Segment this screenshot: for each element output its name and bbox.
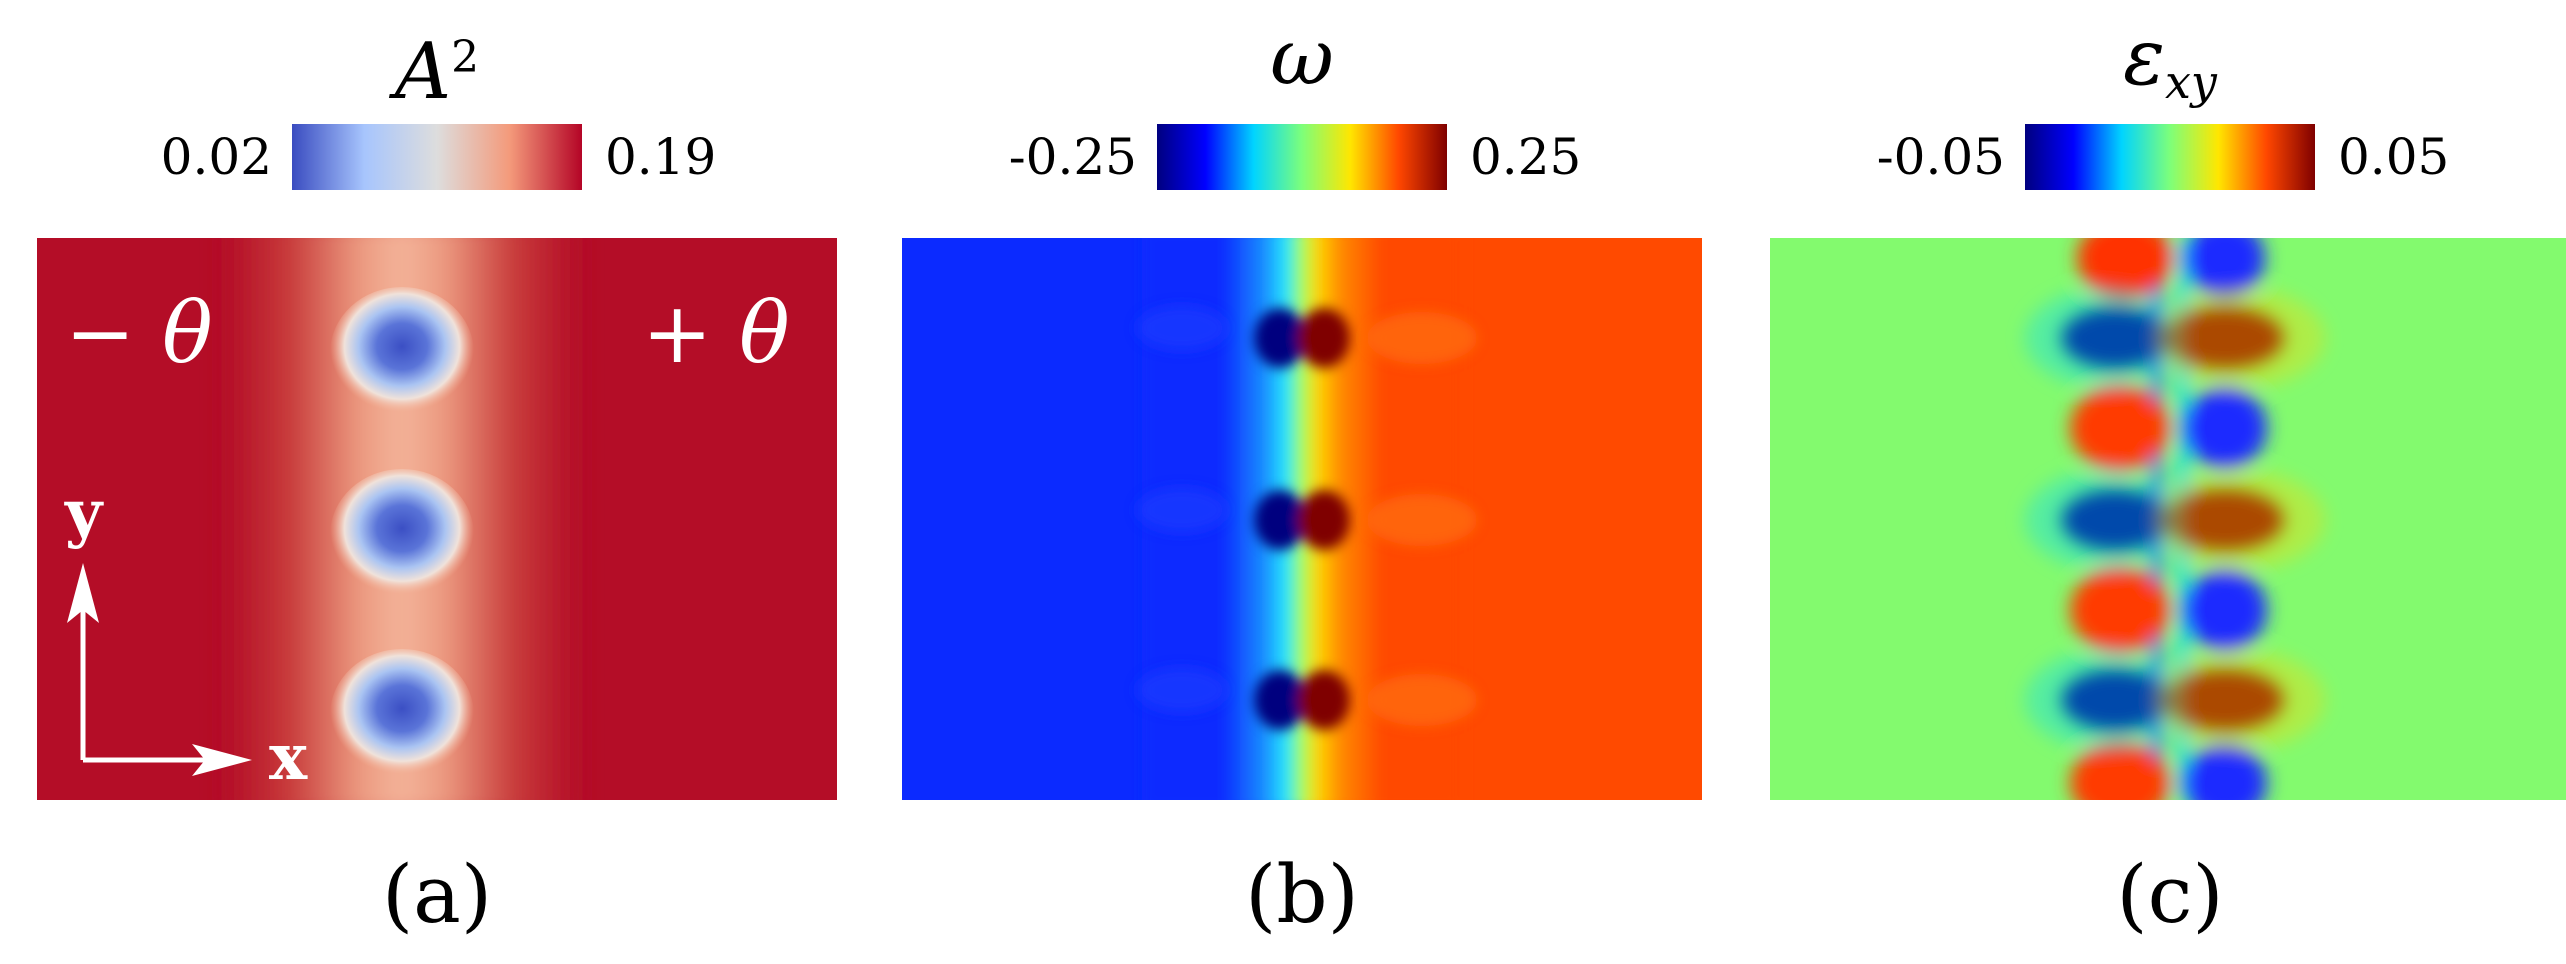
panel-a: A2 0.02 0.19	[37, 0, 837, 964]
field-plot-c	[1770, 238, 2566, 800]
axes-arrows	[67, 563, 252, 776]
colorbar-min-a: 0.02	[160, 128, 272, 186]
colorbar-max-b: 0.25	[1470, 128, 1582, 186]
colorbar-b	[1157, 124, 1447, 190]
panel-label-c: (c)	[2116, 848, 2224, 941]
vorticity-dipoles-b	[1137, 306, 1477, 730]
colorbar-c	[2025, 124, 2315, 190]
colorbar-min-b: -0.25	[1008, 128, 1137, 186]
strain-lobes-c	[2025, 238, 2325, 800]
field-plot-b	[902, 238, 1702, 800]
colorbar-title-a: A2	[394, 27, 480, 117]
left-angle-label: − θ	[65, 284, 213, 382]
panel-b: ω -0.25 0.25	[902, 0, 1702, 964]
colorbar-a	[292, 124, 582, 190]
colorbar-max-a: 0.19	[605, 128, 717, 186]
colorbar-max-c: 0.05	[2338, 128, 2450, 186]
panel-label-a: (a)	[381, 848, 493, 941]
defect-core-a-1	[330, 287, 474, 419]
colorbar-min-c: -0.05	[1876, 128, 2005, 186]
defect-core-a-3	[330, 649, 474, 781]
y-axis-label: y	[65, 476, 103, 551]
colorbar-title-b: ω	[1270, 13, 1334, 103]
colorbar-title-c: εxy	[2123, 13, 2217, 109]
panel-c: εxy -0.05 0.05	[1770, 0, 2566, 964]
panel-label-b: (b)	[1245, 848, 1359, 941]
defect-core-a-2	[330, 469, 474, 601]
field-plot-a: − θ + θ y x	[37, 238, 837, 800]
x-axis-label: x	[269, 720, 308, 795]
right-angle-label: + θ	[642, 284, 790, 382]
